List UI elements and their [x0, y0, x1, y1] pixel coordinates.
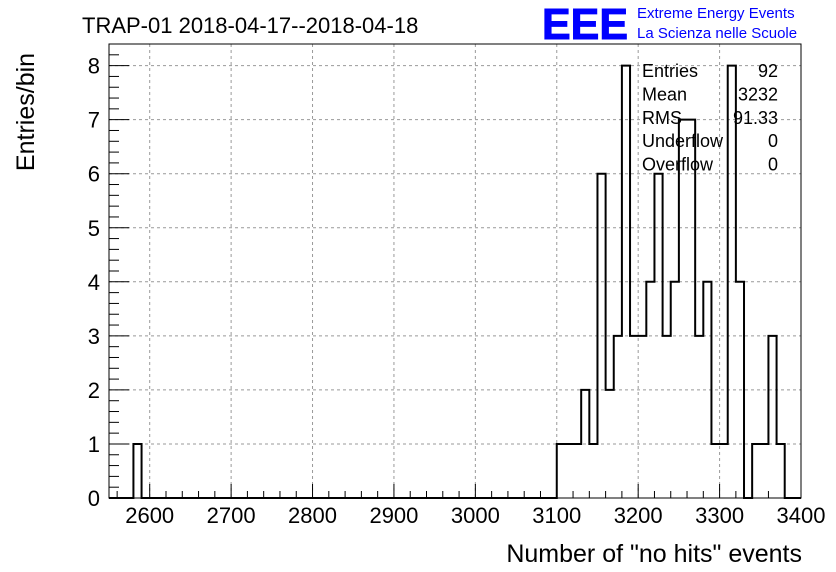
x-tick-label: 2800: [288, 503, 337, 528]
stats-value: 0: [768, 131, 778, 151]
x-tick-label: 2600: [125, 503, 174, 528]
histogram-bin: [557, 444, 565, 498]
y-tick-label: 5: [88, 216, 100, 241]
histogram-bin: [133, 444, 141, 498]
x-tick-label: 3400: [777, 503, 826, 528]
histogram-bin: [695, 336, 703, 498]
histogram-bin: [777, 444, 785, 498]
x-axis-ticks: 2600 2700 2800 2900 3000 3100 3200 3300 3400: [116, 484, 826, 528]
stats-label: Overflow: [642, 155, 714, 175]
x-tick-label: 2900: [369, 503, 418, 528]
x-tick-label: 3100: [532, 503, 581, 528]
histogram-bin: [638, 336, 646, 498]
x-tick-label: 3000: [451, 503, 500, 528]
stats-value: 0: [768, 155, 778, 175]
histogram-bin: [573, 444, 581, 498]
stats-value: 3232: [738, 84, 778, 104]
histogram-bin: [720, 444, 728, 498]
grid-lines: [109, 44, 801, 498]
y-tick-label: 4: [88, 270, 100, 295]
y-axis-ticks: 0 1 2 3 4 5 6 7 8: [88, 54, 129, 511]
stats-label: RMS: [642, 108, 682, 128]
eee-logo-mark: EEE: [542, 0, 628, 49]
stats-value: 92: [758, 61, 778, 81]
histogram-bin: [687, 120, 695, 498]
y-tick-label: 7: [88, 108, 100, 133]
histogram-bin: [565, 444, 573, 498]
y-tick-label: 6: [88, 162, 100, 187]
y-tick-label: 8: [88, 54, 100, 79]
histogram-bin: [679, 120, 687, 498]
histogram-bin: [768, 336, 776, 498]
x-axis-label: Number of "no hits" events: [506, 540, 802, 568]
histogram-bin: [711, 444, 719, 498]
stats-value: 91.33: [733, 108, 778, 128]
x-tick-label: 2700: [207, 503, 256, 528]
stats-label: Underflow: [642, 131, 724, 151]
y-tick-label: 2: [88, 378, 100, 403]
histogram-bin: [663, 336, 671, 498]
logo-line-2: La Scienza nelle Scuole: [637, 25, 797, 42]
histogram-bin: [630, 336, 638, 498]
stats-label: Entries: [642, 61, 698, 81]
x-tick-label: 3300: [695, 503, 744, 528]
histogram-bin: [589, 444, 597, 498]
y-tick-label: 0: [88, 486, 100, 511]
chart-title: TRAP-01 2018-04-17--2018-04-18: [82, 13, 418, 38]
histogram-bin: [614, 336, 622, 498]
stats-label: Mean: [642, 84, 687, 104]
logo-line-1: Extreme Energy Events: [637, 5, 795, 22]
y-tick-label: 3: [88, 324, 100, 349]
x-tick-label: 3200: [614, 503, 663, 528]
plot-frame: [108, 43, 802, 499]
histogram-bin: [752, 444, 760, 498]
y-tick-label: 1: [88, 432, 100, 457]
y-axis-label: Entries/bin: [12, 53, 40, 171]
histogram-bin: [760, 444, 768, 498]
stats-box: Entries 92 Mean 3232 RMS 91.33 Underflow 0 Overf…: [642, 61, 778, 175]
eee-logo: EEE Extreme Energy Events La Scienza nel…: [542, 0, 798, 50]
